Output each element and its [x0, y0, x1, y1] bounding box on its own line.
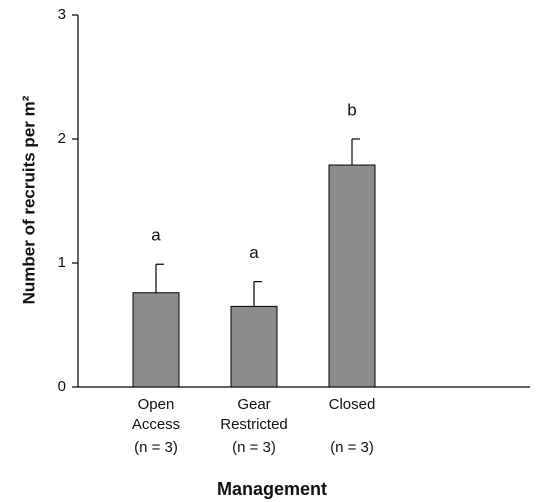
bar — [132, 292, 180, 388]
y-tick-label: 1 — [58, 254, 66, 271]
sample-size: (n = 3) — [232, 439, 276, 456]
x-tick-label: Gear — [237, 396, 270, 413]
bar — [230, 305, 278, 388]
x-axis-label: Management — [217, 479, 327, 499]
y-axis-label: Number of recruits per m² — [19, 95, 38, 304]
sample-size: (n = 3) — [330, 439, 374, 456]
x-tick-label: Restricted — [220, 416, 288, 433]
significance-letter: a — [249, 243, 259, 262]
x-tick-label: Access — [132, 416, 180, 433]
significance-letter: b — [347, 100, 356, 119]
significance-letter: a — [151, 226, 161, 245]
bar — [328, 164, 376, 388]
y-tick-label: 2 — [58, 130, 66, 147]
x-tick-label: Closed — [329, 396, 376, 413]
y-tick-label: 3 — [58, 6, 66, 23]
x-tick-label: Open — [138, 396, 175, 413]
sample-size: (n = 3) — [134, 439, 178, 456]
y-tick-label: 0 — [58, 378, 66, 395]
